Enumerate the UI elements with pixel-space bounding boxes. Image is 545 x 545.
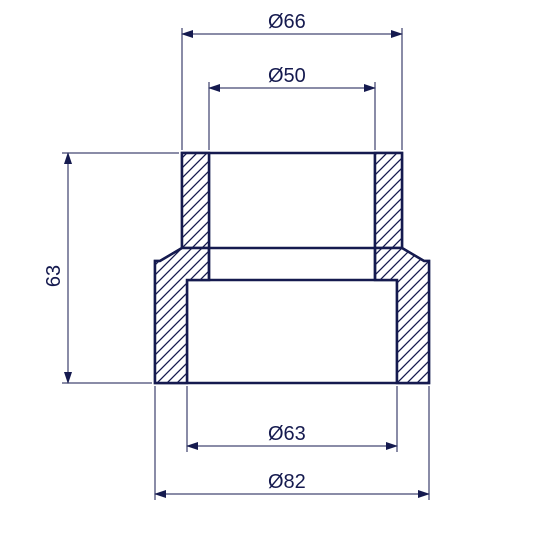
dim-d66-label: Ø66 (268, 11, 306, 33)
dim-d82-label: Ø82 (268, 471, 306, 493)
section-hatch (155, 153, 429, 383)
dim-h63-label: 63 (43, 265, 65, 287)
dim-d50-label: Ø50 (268, 65, 306, 87)
dim-d63-label: Ø63 (268, 423, 306, 445)
